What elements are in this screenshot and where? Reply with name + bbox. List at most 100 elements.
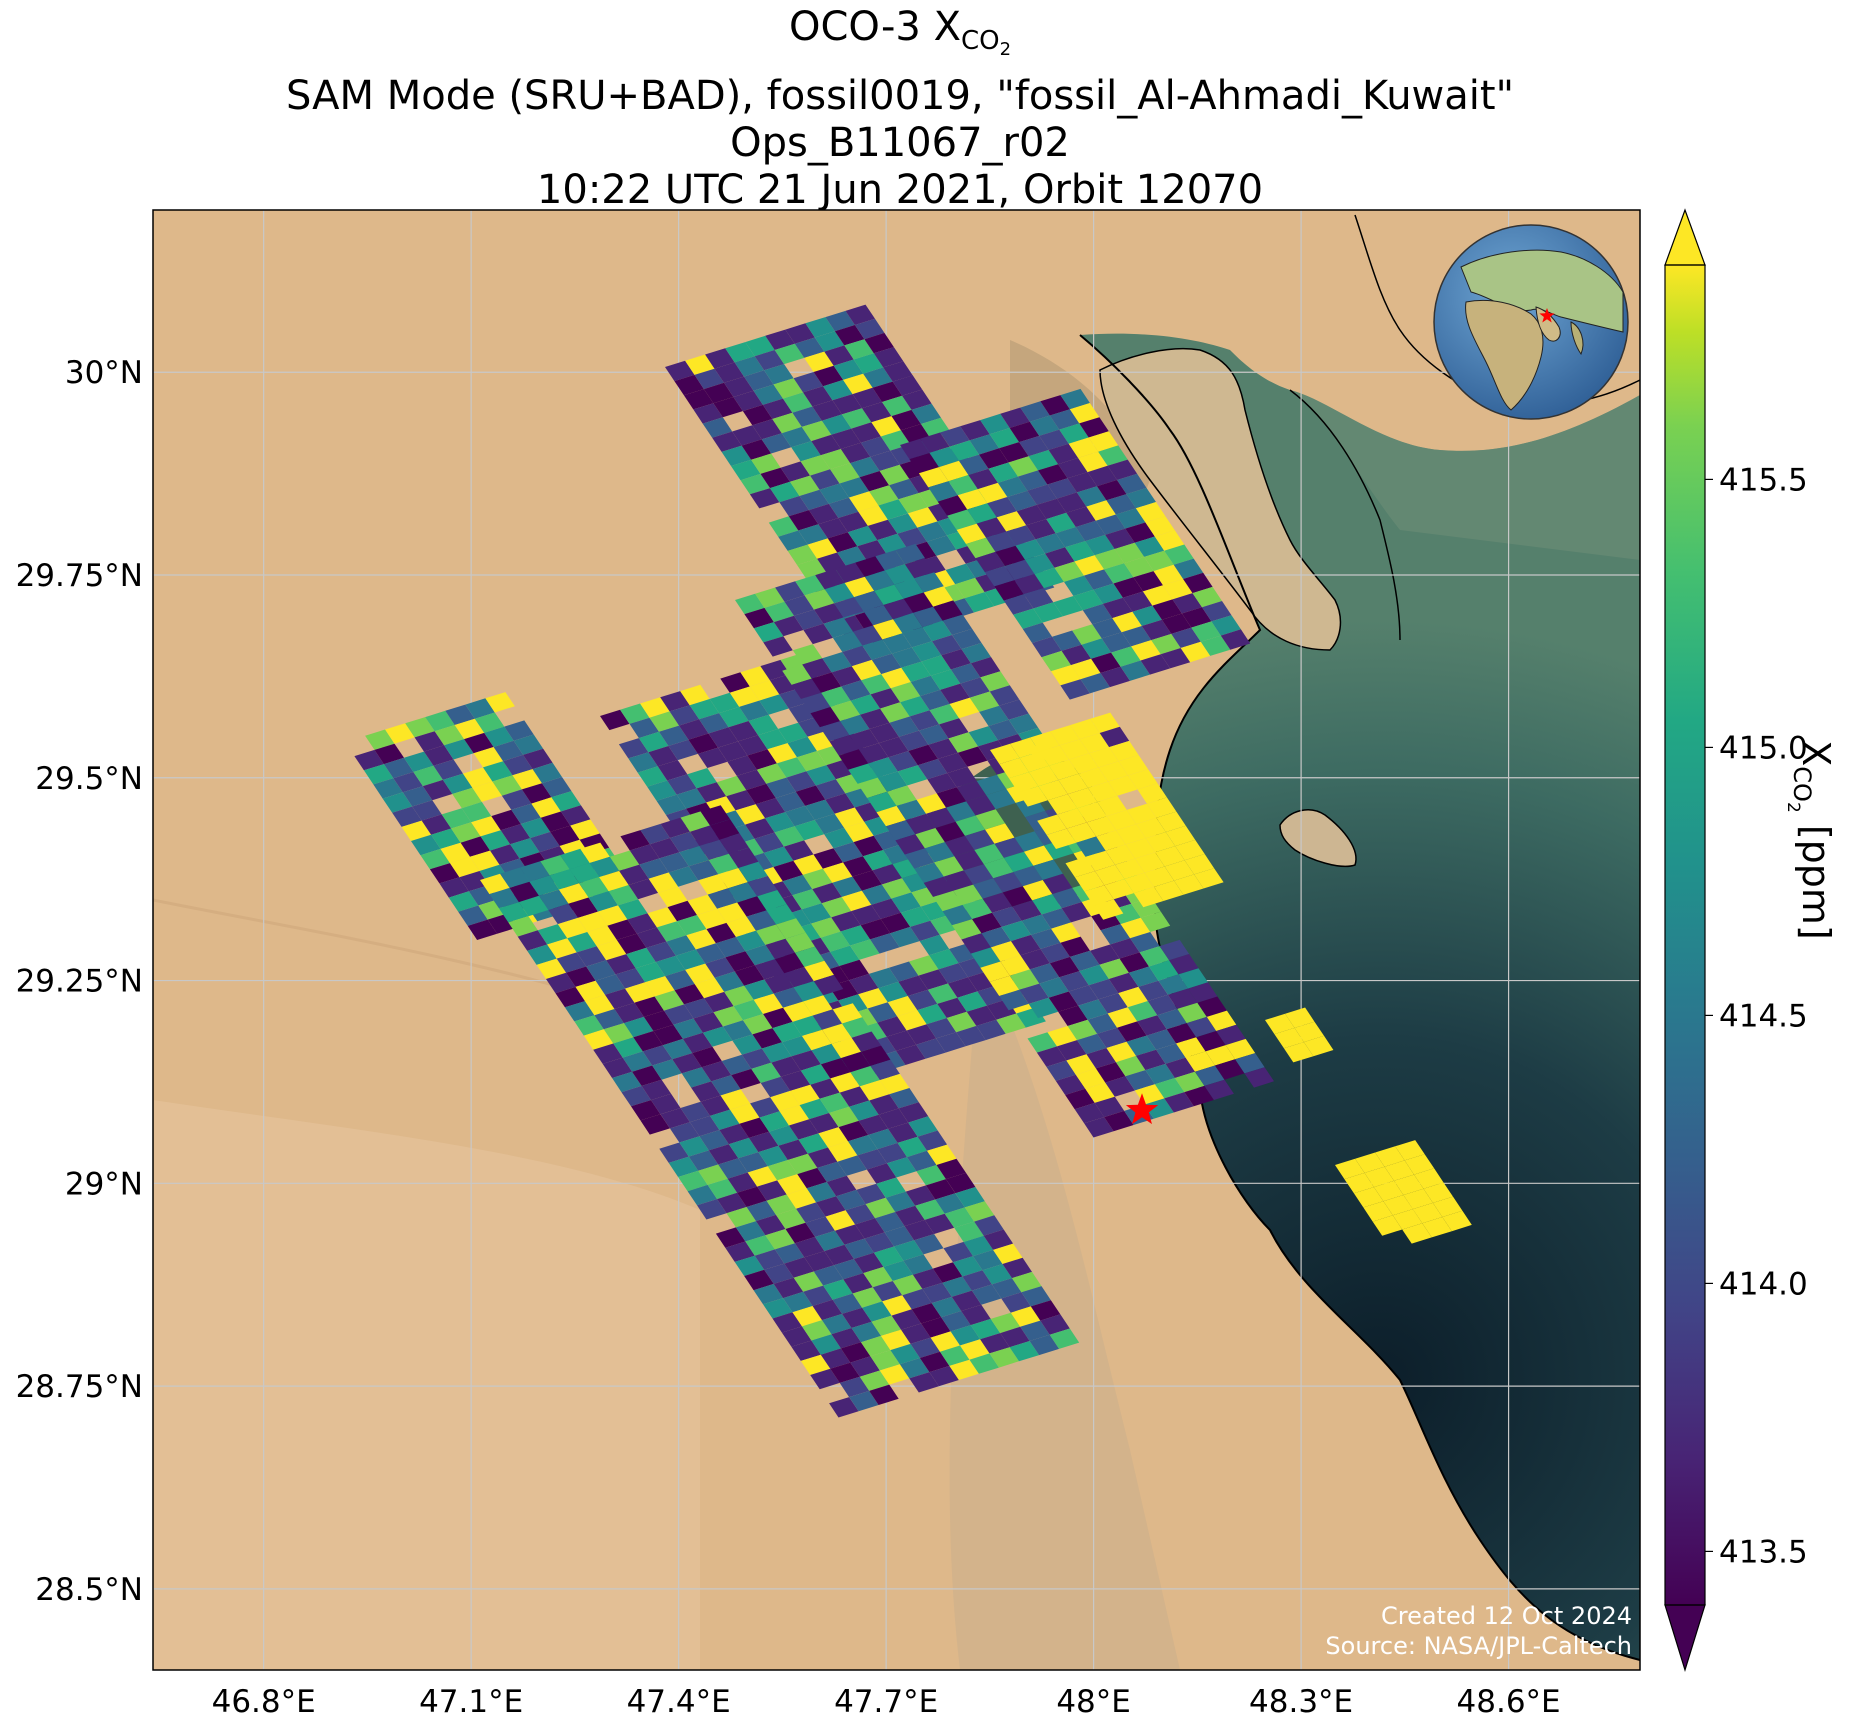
sounding-footprint [820, 1348, 851, 1369]
sounding-footprint [850, 1066, 880, 1087]
sounding-footprint [1041, 908, 1072, 929]
sounding-footprint [824, 345, 854, 366]
sounding-footprint [932, 1262, 963, 1283]
sounding-footprint [888, 1122, 918, 1143]
sounding-footprint [811, 1043, 841, 1065]
sounding-footprint [1145, 516, 1175, 537]
sounding-footprint [1375, 1146, 1405, 1167]
sounding-footprint [864, 570, 895, 591]
sounding-footprint [821, 414, 852, 435]
sounding-footprint [1392, 1209, 1423, 1230]
sounding-footprint [1117, 1021, 1147, 1042]
sounding-footprint [1105, 1076, 1135, 1097]
sounding-footprint [776, 1208, 806, 1229]
sounding-footprint [773, 378, 803, 399]
sounding-footprint [986, 788, 1016, 810]
sounding-footprint [1020, 949, 1050, 970]
sounding-footprint [745, 335, 775, 357]
sounding-footprint [1116, 824, 1146, 845]
sounding-footprint [595, 974, 626, 995]
sounding-footprint [1097, 480, 1127, 501]
sounding-footprint [713, 397, 743, 418]
sounding-footprint [1235, 1053, 1265, 1074]
sounding-footprint [868, 967, 899, 989]
sounding-footprint [938, 963, 968, 984]
sounding-footprint [785, 1222, 815, 1244]
sounding-footprint [1156, 811, 1186, 832]
sounding-footprint [648, 872, 679, 893]
sounding-footprint [518, 895, 549, 917]
sounding-footprint [904, 1219, 935, 1241]
sounding-footprint [1029, 415, 1060, 436]
sounding-footprint [929, 704, 960, 725]
sounding-footprint [835, 1224, 865, 1245]
sounding-footprint [813, 974, 844, 996]
sounding-footprint [861, 884, 892, 905]
sounding-footprint [1383, 1195, 1413, 1216]
sounding-footprint [889, 716, 919, 737]
sounding-footprint [1176, 1037, 1206, 1058]
sounding-footprint [608, 885, 639, 906]
sounding-footprint [869, 1094, 899, 1115]
sounding-footprint [1105, 844, 1136, 865]
sounding-footprint [1028, 997, 1059, 1019]
sounding-footprint [864, 332, 894, 354]
sounding-footprint [851, 1031, 882, 1052]
sounding-footprint [1220, 629, 1251, 650]
sounding-footprint [691, 1081, 721, 1102]
sounding-footprint [977, 482, 1008, 504]
sounding-footprint [980, 671, 1010, 692]
sounding-footprint [825, 793, 855, 814]
sounding-footprint [1204, 1079, 1234, 1100]
sounding-footprint [715, 937, 746, 958]
sounding-footprint [523, 748, 553, 770]
sounding-footprint [852, 870, 882, 891]
sounding-footprint [1146, 1029, 1177, 1050]
sounding-footprint [966, 795, 996, 816]
sounding-footprint [979, 448, 1009, 469]
sounding-footprint [536, 958, 567, 979]
sounding-footprint [1051, 922, 1081, 943]
sounding-footprint [579, 877, 609, 898]
sounding-footprint [773, 987, 804, 1008]
sounding-footprint [480, 873, 510, 895]
sounding-footprint [1158, 974, 1188, 995]
sounding-footprint [720, 1089, 751, 1110]
sounding-footprint [956, 1025, 986, 1047]
sounding-footprint [1036, 1046, 1067, 1067]
sounding-footprint [1040, 942, 1070, 964]
sounding-footprint [1184, 854, 1215, 875]
sounding-footprint [1160, 648, 1191, 669]
sounding-footprint [1048, 443, 1079, 465]
sounding-footprint [1119, 952, 1149, 973]
sounding-footprint [792, 889, 822, 910]
sounding-footprint [1036, 498, 1067, 520]
sounding-footprint [784, 595, 814, 616]
sounding-footprint [1185, 1051, 1215, 1072]
sounding-footprint [796, 1202, 826, 1223]
sounding-footprint [448, 891, 479, 912]
sounding-footprint [1152, 599, 1182, 620]
sounding-footprint [1033, 602, 1063, 623]
sounding-footprint [708, 853, 739, 875]
sounding-footprint [915, 828, 945, 849]
sounding-footprint [1059, 739, 1090, 760]
sounding-footprint [508, 916, 538, 937]
sounding-footprint [891, 892, 921, 913]
sounding-footprint [764, 1263, 794, 1284]
sounding-footprint [737, 896, 767, 917]
sounding-footprint [1052, 887, 1082, 909]
sounding-footprint [849, 491, 879, 512]
sounding-footprint [1002, 1257, 1032, 1279]
sounding-footprint [1035, 533, 1066, 554]
sounding-footprint [480, 830, 511, 851]
sounding-footprint [823, 1279, 853, 1300]
sounding-footprint [1086, 816, 1117, 837]
sounding-footprint [919, 1351, 950, 1373]
sounding-footprint [1020, 1320, 1050, 1341]
sounding-footprint [1154, 880, 1184, 901]
sounding-footprint [568, 897, 598, 918]
sounding-footprint [712, 431, 742, 452]
sounding-footprint [714, 362, 744, 383]
sounding-footprint [401, 820, 432, 841]
